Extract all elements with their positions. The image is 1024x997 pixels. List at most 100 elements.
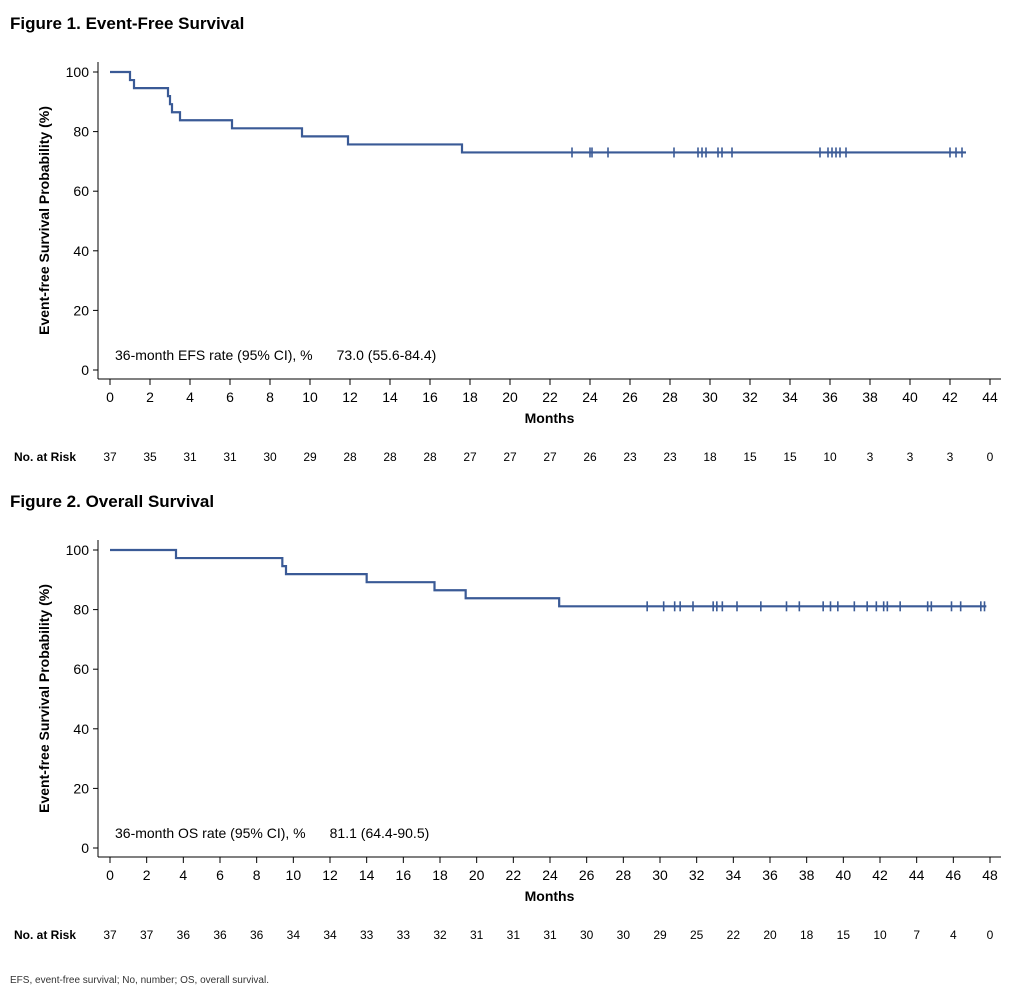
risk-count: 31 [470, 928, 484, 942]
risk-count: 27 [463, 450, 477, 464]
x-tick-label: 20 [502, 389, 518, 405]
y-axis-label: Event-free Survival Probability (%) [36, 584, 52, 813]
x-tick-label: 42 [942, 389, 958, 405]
risk-count: 31 [183, 450, 197, 464]
x-tick-label: 2 [146, 389, 154, 405]
y-tick-label: 80 [73, 124, 89, 140]
x-tick-label: 8 [253, 867, 261, 883]
y-tick-label: 60 [73, 183, 89, 199]
risk-count: 34 [287, 928, 301, 942]
risk-count: 15 [837, 928, 851, 942]
risk-count: 3 [947, 450, 954, 464]
risk-count: 29 [303, 450, 317, 464]
x-tick-label: 46 [946, 867, 962, 883]
x-tick-label: 10 [302, 389, 318, 405]
x-tick-label: 44 [982, 389, 998, 405]
risk-count: 28 [343, 450, 357, 464]
x-tick-label: 24 [542, 867, 558, 883]
risk-count: 18 [703, 450, 717, 464]
risk-count: 30 [617, 928, 631, 942]
x-tick-label: 24 [582, 389, 598, 405]
x-tick-label: 22 [506, 867, 522, 883]
x-tick-label: 42 [872, 867, 888, 883]
footnote: EFS, event-free survival; No, number; OS… [10, 975, 269, 986]
risk-count: 33 [397, 928, 411, 942]
x-tick-label: 22 [542, 389, 558, 405]
risk-count: 29 [653, 928, 667, 942]
risk-count: 27 [543, 450, 557, 464]
risk-count: 27 [503, 450, 517, 464]
x-tick-label: 18 [432, 867, 448, 883]
risk-count: 34 [323, 928, 337, 942]
x-tick-label: 26 [579, 867, 595, 883]
x-tick-label: 14 [382, 389, 398, 405]
x-tick-label: 14 [359, 867, 375, 883]
x-tick-label: 0 [106, 389, 114, 405]
x-tick-label: 6 [216, 867, 224, 883]
rate-annotation-value: 81.1 (64.4-90.5) [330, 825, 430, 841]
risk-count: 3 [867, 450, 874, 464]
x-tick-label: 36 [822, 389, 838, 405]
risk-count: 37 [140, 928, 154, 942]
risk-table-label: No. at Risk [14, 928, 76, 942]
y-tick-label: 100 [66, 64, 90, 80]
x-tick-label: 20 [469, 867, 485, 883]
risk-count: 26 [583, 450, 597, 464]
figure-1-title: Figure 1. Event-Free Survival [10, 14, 245, 33]
risk-count: 31 [543, 928, 557, 942]
figure-2-title: Figure 2. Overall Survival [10, 492, 215, 511]
risk-count: 23 [663, 450, 677, 464]
risk-count: 4 [950, 928, 957, 942]
rate-annotation-label: 36-month EFS rate (95% CI), % [115, 347, 313, 363]
risk-count: 22 [727, 928, 741, 942]
x-tick-label: 2 [143, 867, 151, 883]
x-tick-label: 48 [982, 867, 998, 883]
survival-curve [110, 548, 987, 608]
risk-count: 36 [213, 928, 227, 942]
x-tick-label: 16 [422, 389, 438, 405]
risk-count: 15 [783, 450, 797, 464]
risk-count: 37 [103, 450, 117, 464]
risk-count: 28 [383, 450, 397, 464]
y-tick-label: 20 [73, 302, 89, 318]
risk-count: 3 [907, 450, 914, 464]
x-tick-label: 38 [862, 389, 878, 405]
x-tick-label: 8 [266, 389, 274, 405]
x-tick-label: 40 [836, 867, 852, 883]
risk-count: 7 [913, 928, 920, 942]
risk-count: 0 [987, 928, 994, 942]
x-tick-label: 40 [902, 389, 918, 405]
risk-count: 25 [690, 928, 704, 942]
rate-annotation-label: 36-month OS rate (95% CI), % [115, 825, 306, 841]
risk-count: 35 [143, 450, 157, 464]
x-tick-label: 36 [762, 867, 778, 883]
risk-count: 20 [763, 928, 777, 942]
risk-table-label: No. at Risk [14, 450, 76, 464]
x-tick-label: 38 [799, 867, 815, 883]
y-tick-label: 100 [66, 542, 90, 558]
risk-count: 32 [433, 928, 447, 942]
x-tick-label: 18 [462, 389, 478, 405]
survival-curve [110, 70, 966, 154]
risk-count: 37 [103, 928, 117, 942]
x-axis-label: Months [525, 888, 575, 904]
x-tick-label: 32 [742, 389, 758, 405]
x-tick-label: 44 [909, 867, 925, 883]
x-tick-label: 30 [702, 389, 718, 405]
risk-count: 28 [423, 450, 437, 464]
risk-count: 31 [507, 928, 521, 942]
x-tick-label: 12 [342, 389, 358, 405]
y-tick-label: 80 [73, 602, 89, 618]
risk-count: 30 [263, 450, 277, 464]
x-tick-label: 32 [689, 867, 705, 883]
x-tick-label: 34 [726, 867, 742, 883]
risk-count: 15 [743, 450, 757, 464]
x-tick-label: 34 [782, 389, 798, 405]
y-tick-label: 40 [73, 243, 89, 259]
risk-count: 33 [360, 928, 374, 942]
risk-count: 30 [580, 928, 594, 942]
x-tick-label: 12 [322, 867, 338, 883]
y-tick-label: 60 [73, 661, 89, 677]
risk-count: 10 [823, 450, 837, 464]
